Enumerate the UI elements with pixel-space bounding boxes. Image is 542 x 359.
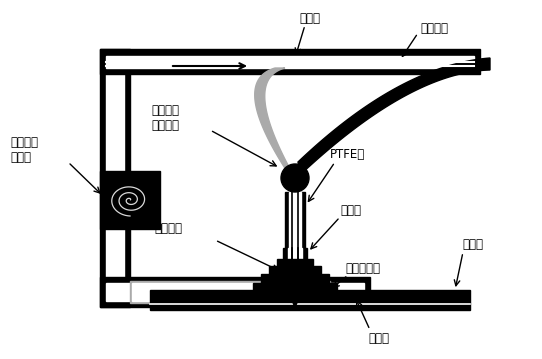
Text: 载物台: 载物台 xyxy=(462,238,483,252)
Polygon shape xyxy=(289,192,301,280)
Polygon shape xyxy=(283,248,307,278)
Polygon shape xyxy=(253,283,337,293)
Polygon shape xyxy=(100,49,130,307)
Polygon shape xyxy=(106,56,474,68)
Text: 导气管: 导气管 xyxy=(300,11,320,24)
Polygon shape xyxy=(269,266,321,274)
Text: 智能控温
空气泵: 智能控温 空气泵 xyxy=(10,136,38,164)
Polygon shape xyxy=(106,283,364,301)
Polygon shape xyxy=(288,248,302,278)
Polygon shape xyxy=(285,192,305,280)
Polygon shape xyxy=(277,259,313,266)
Text: 加热层: 加热层 xyxy=(340,204,361,216)
Polygon shape xyxy=(100,171,160,229)
Polygon shape xyxy=(100,277,370,307)
Polygon shape xyxy=(261,274,329,283)
Text: 智能结构件: 智能结构件 xyxy=(345,261,380,275)
Text: 打印针头: 打印针头 xyxy=(154,222,182,234)
Text: PTFE管: PTFE管 xyxy=(330,149,365,162)
Circle shape xyxy=(281,164,309,192)
Text: 步进电机
驱动滚轴: 步进电机 驱动滚轴 xyxy=(151,104,179,132)
Polygon shape xyxy=(245,293,345,305)
Text: 打印丝材: 打印丝材 xyxy=(420,22,448,34)
Polygon shape xyxy=(298,58,490,175)
Text: 导气管: 导气管 xyxy=(368,331,389,345)
Polygon shape xyxy=(150,290,470,310)
Polygon shape xyxy=(255,68,295,178)
Polygon shape xyxy=(132,283,328,301)
Polygon shape xyxy=(100,49,480,74)
Polygon shape xyxy=(106,55,124,301)
Polygon shape xyxy=(283,278,307,305)
Polygon shape xyxy=(130,281,330,303)
